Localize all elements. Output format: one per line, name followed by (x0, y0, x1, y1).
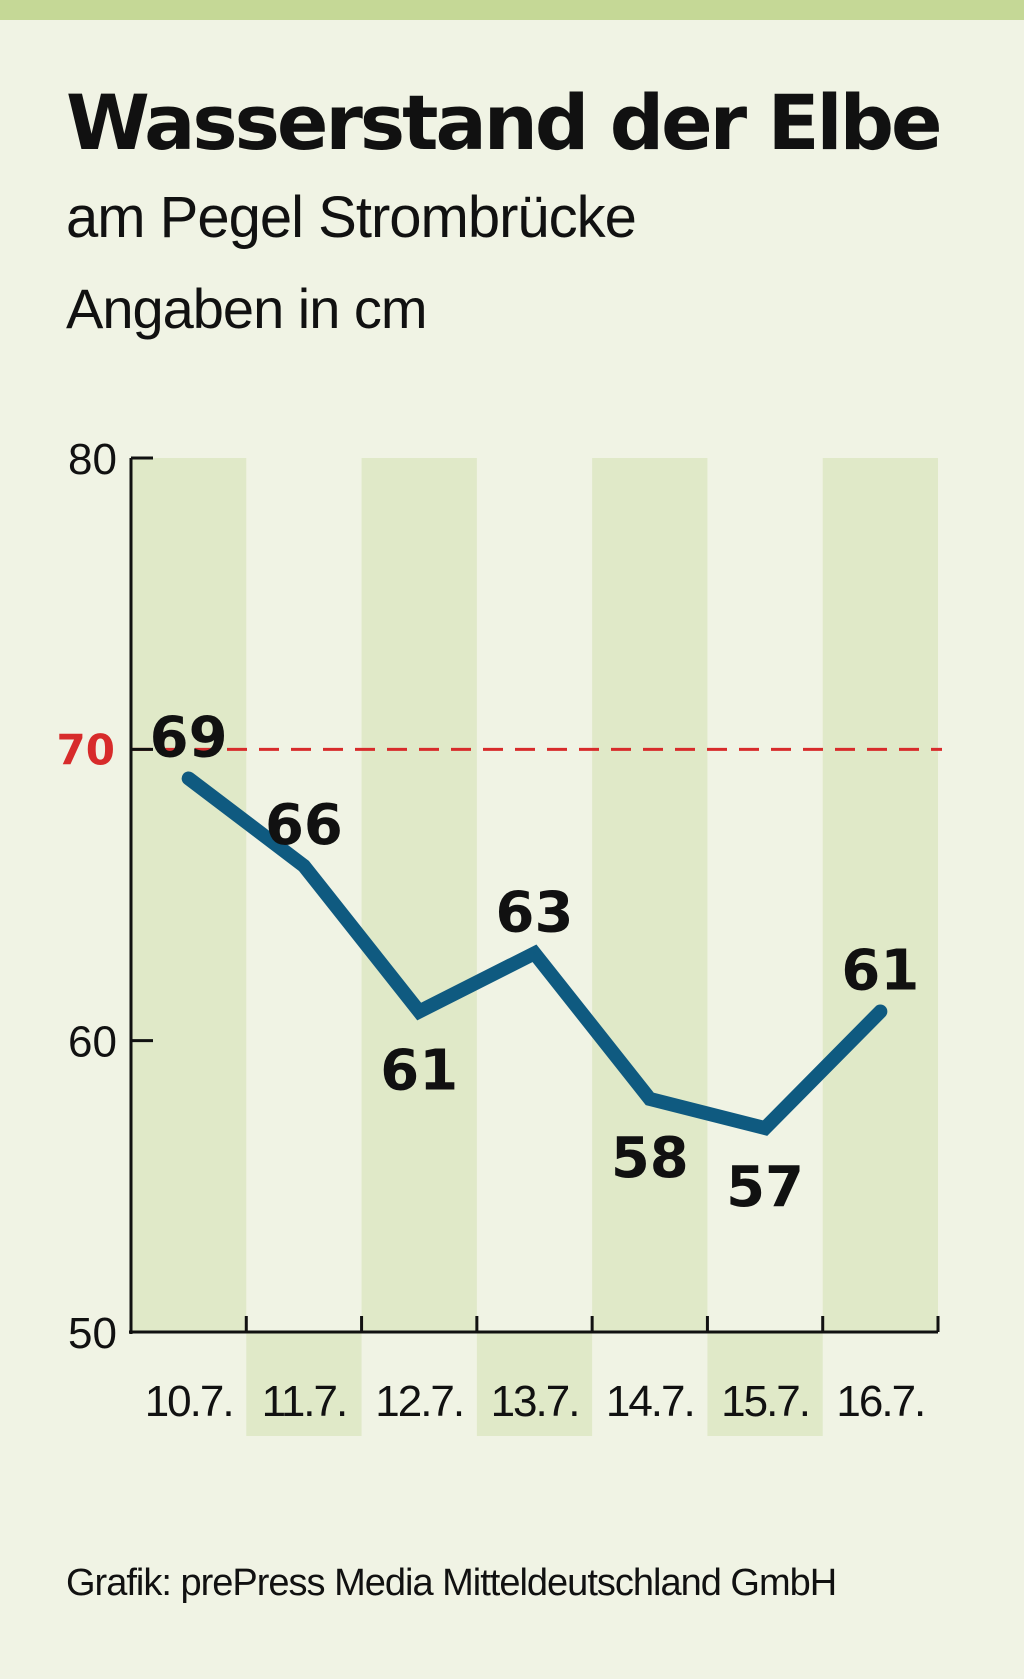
source-credit: Grafik: prePress Media Mitteldeutschland… (66, 1562, 837, 1604)
point-13.7. (533, 952, 536, 955)
data-label-13.7.: 63 (496, 880, 574, 945)
band-10.7. (131, 458, 247, 1332)
alternating-bands (131, 458, 938, 1436)
y-tick-label-80: 80 (68, 435, 117, 484)
axes: 50 60 80 10.7. 11.7. 12.7. 13.7. 14.7. 15.7. 16.7… (68, 435, 940, 1426)
series-line (181, 771, 888, 1136)
point-11.7. (302, 864, 305, 867)
data-label-15.7.: 57 (726, 1155, 804, 1220)
x-tick-label-13.7.: 13.7. (491, 1377, 579, 1426)
point-15.7. (764, 1127, 767, 1130)
line-chart: 70 50 60 80 10.7. 11.7. 12.7. 13.7. 14.7. 15.7. 1… (57, 435, 942, 1436)
reference-line: 70 (57, 725, 942, 774)
x-tick-label-14.7.: 14.7. (606, 1377, 694, 1426)
reference-label: 70 (57, 725, 115, 774)
point-16.7. (879, 1010, 882, 1013)
data-label-10.7.: 69 (150, 705, 228, 770)
data-label-14.7.: 58 (611, 1126, 689, 1191)
point-12.7. (418, 1010, 421, 1013)
x-tick-label-15.7.: 15.7. (721, 1377, 809, 1426)
data-label-12.7.: 61 (380, 1039, 458, 1104)
data-label-11.7.: 66 (265, 793, 343, 858)
band-15.7. (707, 1332, 823, 1436)
top-accent-bar (0, 0, 1024, 20)
band-16.7. (822, 458, 938, 1332)
x-tick-label-16.7.: 16.7. (836, 1377, 924, 1426)
band-11.7. (246, 1332, 362, 1436)
band-12.7. (361, 458, 477, 1332)
y-tick-label-60: 60 (68, 1018, 117, 1067)
x-tick-label-10.7.: 10.7. (145, 1377, 233, 1426)
data-labels: 69 66 61 63 58 57 61 (150, 705, 920, 1220)
point-14.7. (648, 1097, 651, 1100)
band-14.7. (592, 458, 708, 1332)
x-tick-label-11.7.: 11.7. (262, 1377, 347, 1426)
unit-note: Angaben in cm (66, 277, 428, 340)
chart-title: Wasserstand der Elbe (66, 78, 943, 167)
data-label-16.7.: 61 (841, 939, 919, 1004)
point-10.7. (187, 777, 190, 780)
y-tick-label-50: 50 (68, 1309, 117, 1358)
chart-subtitle: am Pegel Strombrücke (66, 185, 637, 250)
band-13.7. (476, 1332, 593, 1436)
x-tick-label-12.7.: 12.7. (375, 1377, 463, 1426)
